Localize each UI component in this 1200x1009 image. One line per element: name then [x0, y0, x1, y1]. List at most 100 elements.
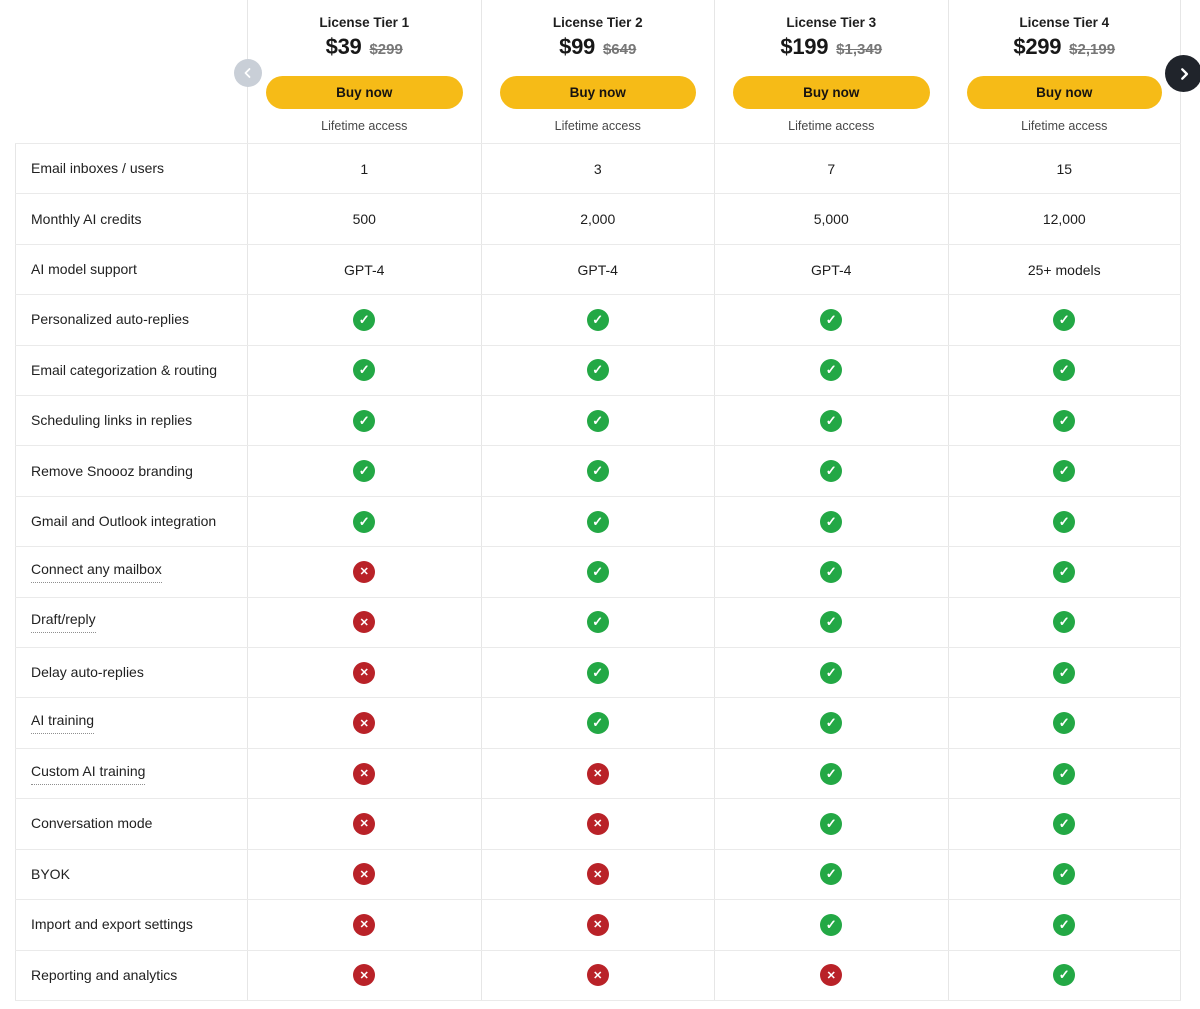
check-icon: ✓ [586, 409, 609, 432]
value-cell: ✓ [714, 496, 948, 547]
next-arrow-button[interactable] [1165, 55, 1200, 92]
prev-arrow-button[interactable] [234, 59, 262, 87]
value-cell: ✓ [247, 345, 481, 396]
check-icon: ✓ [820, 460, 843, 483]
lifetime-access-label: Lifetime access [1021, 119, 1108, 133]
value-cell: 500 [247, 194, 481, 244]
buy-now-button[interactable]: Buy now [499, 76, 696, 109]
feature-cell: Scheduling links in replies [15, 396, 247, 446]
feature-cell: Import and export settings [15, 900, 247, 950]
check-icon: ✓ [1053, 510, 1076, 533]
value-cell: ✕ [480, 849, 715, 900]
value-cell: 2,000 [480, 194, 715, 244]
tier-name: License Tier 2 [552, 15, 643, 30]
value-cell: GPT-4 [480, 244, 715, 295]
tier-original-price: $2,199 [1069, 41, 1116, 58]
check-icon: ✓ [353, 308, 376, 331]
buy-now-button[interactable]: Buy now [966, 76, 1162, 109]
feature-cell: Delay auto-replies [15, 648, 247, 698]
table-row: Personalized auto-replies ✓ ✓ ✓ ✓ [15, 294, 1181, 345]
buy-now-button[interactable]: Buy now [733, 76, 930, 109]
feature-label: Delay auto-replies [31, 664, 144, 681]
tier-price: $99 [559, 34, 595, 59]
table-row: Draft/reply ✕ ✓ ✓ ✓ [15, 596, 1181, 648]
table-row: BYOK ✕ ✕ ✓ ✓ [15, 848, 1181, 900]
check-icon: ✓ [353, 510, 376, 533]
price-row: $199 $1,349 [715, 35, 948, 62]
value-cell: ✕ [247, 950, 481, 1000]
check-icon: ✓ [1053, 611, 1076, 634]
table-row: Import and export settings ✕ ✕ ✓ ✓ [15, 899, 1181, 950]
tier-price: $199 [780, 34, 829, 59]
value-cell: ✓ [480, 396, 715, 446]
value-cell: ✓ [480, 648, 715, 698]
value-cell: ✕ [247, 597, 481, 648]
check-icon: ✓ [1053, 359, 1076, 382]
check-icon: ✓ [1053, 560, 1076, 583]
tier-price: $39 [325, 34, 362, 59]
value-text: 500 [352, 211, 376, 228]
check-icon: ✓ [1053, 863, 1076, 886]
tier-price: $299 [1013, 34, 1062, 59]
value-cell: 1 [247, 144, 481, 194]
value-cell: GPT-4 [714, 244, 948, 295]
value-cell: ✕ [247, 547, 481, 597]
feature-cell: Monthly AI credits [15, 194, 247, 244]
value-text: GPT-4 [811, 261, 852, 278]
table-row: Custom AI training ✕ ✕ ✓ ✓ [15, 747, 1181, 799]
check-icon: ✓ [1053, 712, 1076, 735]
feature-cell: Personalized auto-replies [15, 295, 247, 345]
value-cell: 12,000 [947, 194, 1181, 244]
value-cell: ✕ [714, 950, 948, 1000]
value-text: 15 [1056, 160, 1073, 177]
value-cell: ✓ [480, 295, 715, 345]
value-cell: ✓ [947, 648, 1181, 698]
feature-cell: Conversation mode [15, 799, 247, 849]
table-row: Email categorization & routing ✓ ✓ ✓ ✓ [15, 344, 1181, 396]
feature-cell: Reporting and analytics [15, 950, 247, 1000]
value-cell: ✕ [247, 748, 481, 799]
value-cell: ✓ [247, 295, 481, 345]
tier-name: License Tier 3 [786, 15, 877, 30]
table-row: Conversation mode ✕ ✕ ✓ ✓ [15, 798, 1181, 849]
check-icon: ✓ [1053, 913, 1076, 936]
cross-icon: ✕ [820, 964, 843, 987]
check-icon: ✓ [820, 863, 843, 886]
feature-label: Conversation mode [31, 815, 153, 832]
check-icon: ✓ [1053, 460, 1076, 483]
feature-cell: BYOK [15, 849, 247, 900]
check-icon: ✓ [820, 762, 843, 785]
cross-icon: ✕ [353, 712, 376, 735]
tier-original-price: $649 [602, 41, 637, 58]
tier-original-price: $299 [369, 41, 403, 58]
value-cell: ✓ [714, 900, 948, 950]
value-cell: ✓ [947, 748, 1181, 799]
check-icon: ✓ [820, 308, 843, 331]
feature-label: Remove Snoooz branding [31, 462, 193, 479]
cross-icon: ✕ [353, 863, 376, 886]
check-icon: ✓ [586, 510, 609, 533]
feature-label[interactable]: AI training [31, 712, 95, 735]
buy-now-button[interactable]: Buy now [266, 76, 463, 109]
feature-label: AI model support [31, 261, 137, 278]
value-cell: ✓ [714, 799, 948, 849]
value-cell: ✓ [714, 648, 948, 698]
value-cell: 25+ models [947, 244, 1181, 295]
feature-label: Gmail and Outlook integration [31, 513, 217, 530]
value-cell: ✕ [247, 698, 481, 748]
check-icon: ✓ [353, 409, 376, 432]
price-row: $99 $649 [482, 35, 715, 62]
check-icon: ✓ [820, 510, 843, 533]
lifetime-access-label: Lifetime access [788, 119, 875, 133]
check-icon: ✓ [586, 611, 609, 634]
value-text: 5,000 [813, 211, 849, 228]
value-text: GPT-4 [577, 261, 618, 278]
tier-headers: License Tier 1 $39 $299 Buy now Lifetime… [15, 0, 1181, 143]
value-text: 25+ models [1027, 261, 1101, 278]
feature-label[interactable]: Connect any mailbox [31, 561, 162, 583]
value-text: 3 [593, 160, 602, 177]
feature-cell: Email categorization & routing [15, 345, 247, 396]
feature-label[interactable]: Draft/reply [31, 611, 96, 634]
value-cell: ✕ [480, 900, 715, 950]
feature-label[interactable]: Custom AI training [31, 763, 146, 785]
